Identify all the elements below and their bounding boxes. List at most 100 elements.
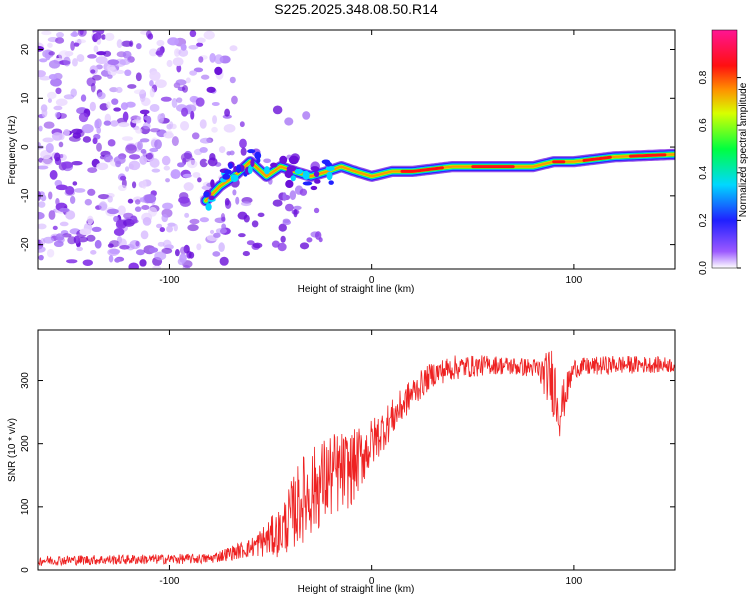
noise-blob [48, 60, 61, 69]
noise-blob [38, 201, 46, 208]
noise-blob [133, 89, 146, 95]
noise-blob [141, 179, 147, 189]
noise-blob [134, 206, 142, 212]
noise-blob [109, 248, 121, 255]
noise-blob [243, 214, 250, 223]
spectrogram-y-tick-label: 10 [20, 92, 31, 104]
spectrogram-x-tick-label: -100 [159, 275, 179, 286]
noise-blob [213, 232, 221, 238]
ridge-blob [310, 185, 318, 191]
ridge-blob [290, 175, 296, 182]
ridge-blob [302, 170, 310, 180]
noise-blob [39, 75, 51, 81]
noise-blob [172, 57, 184, 67]
noise-blob [46, 248, 55, 258]
noise-blob [117, 184, 127, 192]
noise-blob [56, 32, 64, 38]
noise-blob [113, 155, 126, 165]
noise-blob [149, 80, 154, 87]
noise-blob [142, 216, 152, 226]
colorbar-tick-label: 0.6 [698, 118, 709, 132]
noise-blob [119, 245, 130, 250]
noise-blob [178, 48, 189, 57]
noise-blob [53, 105, 63, 111]
noise-blob [77, 30, 87, 37]
noise-blob [116, 39, 123, 49]
noise-blob [47, 98, 52, 103]
noise-blob [240, 201, 252, 207]
noise-blob [185, 77, 191, 84]
snr-x-tick-label: -100 [159, 576, 179, 587]
noise-blob [127, 198, 134, 204]
noise-blob [46, 91, 57, 100]
noise-blob [177, 162, 185, 168]
noise-blob [117, 220, 125, 227]
noise-blob [197, 177, 202, 183]
noise-blob [90, 250, 97, 255]
noise-blob [161, 214, 169, 223]
noise-blob [209, 52, 216, 63]
noise-blob [87, 188, 96, 196]
noise-blob [110, 120, 119, 127]
noise-blob [219, 256, 229, 266]
ridge-blob [310, 166, 320, 171]
noise-blob [42, 236, 55, 244]
noise-blob [240, 147, 247, 156]
ridge-blob [270, 162, 278, 168]
noise-blob [130, 219, 139, 224]
noise-blob [118, 122, 130, 128]
noise-blob [140, 230, 149, 240]
noise-blob [139, 259, 147, 267]
noise-blob [50, 78, 62, 87]
noise-blob [193, 67, 204, 73]
noise-blob [199, 217, 209, 223]
noise-blob [47, 42, 53, 48]
noise-blob [184, 212, 190, 218]
noise-blob [144, 194, 157, 204]
noise-blob [211, 126, 218, 133]
ridge-blob [205, 203, 212, 211]
noise-blob [149, 158, 160, 168]
noise-blob [163, 131, 174, 139]
noise-blob [58, 132, 65, 141]
noise-blob [55, 233, 65, 241]
noise-blob [96, 162, 109, 171]
noise-blob [229, 76, 236, 84]
noise-blob [115, 86, 123, 94]
ridge-blob [247, 149, 256, 154]
snr-y-tick-label: 200 [20, 435, 31, 452]
noise-blob [166, 225, 174, 233]
ridge-blob [324, 161, 332, 167]
noise-blob [272, 105, 283, 115]
noise-blob [149, 147, 159, 153]
noise-blob [137, 140, 143, 151]
noise-blob [135, 128, 143, 134]
noise-blob [84, 198, 92, 206]
noise-blob [117, 205, 126, 216]
ridge-blob [254, 151, 262, 160]
noise-blob [128, 154, 141, 160]
noise-blob [152, 265, 162, 269]
noise-blob [145, 152, 153, 160]
ridge-blob [223, 169, 232, 175]
noise-blob [148, 48, 159, 57]
noise-blob [156, 223, 163, 229]
snr-series-line [38, 350, 675, 567]
noise-blob [170, 169, 181, 180]
ridge-blob [250, 158, 255, 167]
noise-blob [104, 32, 115, 41]
noise-blob [223, 123, 236, 133]
colorbar-tick-label: 0.0 [698, 261, 709, 275]
noise-blob [218, 242, 225, 253]
noise-blob [99, 103, 109, 111]
noise-blob [302, 111, 311, 120]
noise-blob [176, 64, 182, 73]
noise-blob [198, 56, 204, 63]
noise-blob [87, 54, 97, 59]
noise-blob [252, 242, 263, 249]
noise-blob [149, 128, 161, 133]
noise-blob [226, 151, 232, 156]
noise-blob [211, 101, 220, 106]
noise-blob [139, 138, 150, 143]
ridge-blob [314, 179, 321, 184]
